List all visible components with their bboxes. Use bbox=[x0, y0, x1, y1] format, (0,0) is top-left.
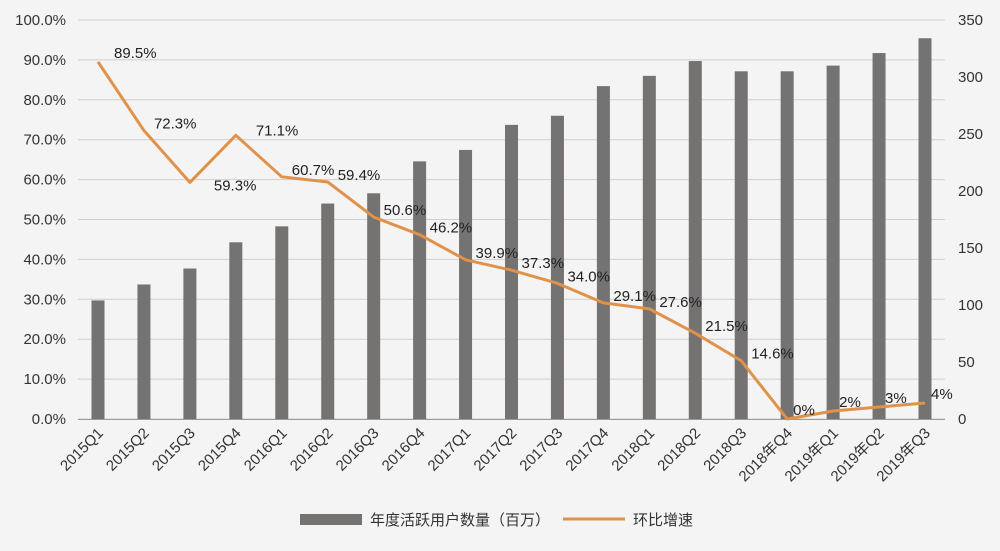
y-right-tick-label: 350 bbox=[958, 12, 983, 29]
data-label: 34.0% bbox=[567, 268, 610, 285]
data-label: 59.4% bbox=[338, 167, 381, 184]
legend: 年度活跃用户数量（百万） 环比增速 bbox=[300, 512, 693, 529]
y-left-tick-label: 40.0% bbox=[23, 251, 66, 268]
bar bbox=[918, 38, 932, 420]
data-label: 21.5% bbox=[705, 318, 748, 335]
y-left-tick-label: 80.0% bbox=[23, 92, 66, 109]
y-left-tick-label: 20.0% bbox=[23, 331, 66, 348]
data-label: 89.5% bbox=[114, 45, 157, 62]
data-label: 14.6% bbox=[751, 346, 794, 363]
y-left-tick-label: 90.0% bbox=[23, 52, 66, 69]
y-right-tick-label: 250 bbox=[958, 126, 983, 143]
bar bbox=[413, 161, 427, 420]
data-label: 50.6% bbox=[384, 202, 427, 219]
line-path bbox=[96, 61, 926, 421]
x-tick-label: 2017Q3 bbox=[516, 425, 566, 475]
y-left-tick-label: 0.0% bbox=[32, 411, 66, 428]
x-tick-label: 2015Q2 bbox=[103, 425, 153, 475]
bar bbox=[275, 226, 289, 419]
x-tick-label: 2016Q4 bbox=[379, 425, 429, 475]
bar bbox=[642, 75, 656, 420]
data-label: 59.3% bbox=[214, 177, 257, 194]
x-tick-label: 2015Q4 bbox=[195, 425, 245, 475]
bar bbox=[550, 115, 564, 419]
y-left-tick-label: 70.0% bbox=[23, 132, 66, 149]
data-label: 3% bbox=[885, 390, 907, 407]
data-label: 29.1% bbox=[613, 288, 656, 305]
y-left-tick-label: 60.0% bbox=[23, 172, 66, 189]
data-label: 0% bbox=[793, 402, 815, 419]
x-tick-label: 2017Q2 bbox=[471, 425, 521, 475]
data-label: 72.3% bbox=[154, 116, 197, 133]
bar bbox=[688, 61, 702, 419]
y-left-tick-label: 10.0% bbox=[23, 371, 66, 388]
legend-label-line: 环比增速 bbox=[633, 512, 693, 529]
data-label: 37.3% bbox=[522, 255, 565, 272]
y-right-tick-label: 300 bbox=[958, 69, 983, 86]
x-tick-label: 2017Q1 bbox=[425, 425, 475, 475]
bar bbox=[183, 268, 197, 419]
bar bbox=[505, 124, 518, 419]
bar bbox=[734, 71, 748, 420]
line-series bbox=[96, 61, 926, 421]
data-label: 27.6% bbox=[659, 294, 702, 311]
x-tick-label: 2018Q1 bbox=[608, 425, 658, 475]
bar bbox=[321, 203, 335, 419]
y-right-tick-label: 150 bbox=[958, 240, 983, 257]
x-tick-label: 2016Q2 bbox=[287, 425, 337, 475]
data-label: 39.9% bbox=[476, 245, 519, 262]
bar bbox=[826, 65, 840, 419]
legend-label-bar: 年度活跃用户数量（百万） bbox=[370, 512, 550, 529]
y-right-tick-label: 0 bbox=[958, 411, 966, 428]
data-label: 46.2% bbox=[430, 220, 473, 237]
x-tick-label: 2017Q4 bbox=[562, 425, 612, 475]
data-label: 60.7% bbox=[292, 162, 335, 179]
data-label: 71.1% bbox=[256, 122, 299, 139]
data-labels: 89.5% 72.3% 59.3% 71.1% 60.7% 59.4% 50.6%46.2%… bbox=[114, 45, 953, 419]
bar bbox=[229, 242, 243, 419]
y-left-tick-label: 50.0% bbox=[23, 212, 66, 229]
x-tick-label: 2016Q3 bbox=[333, 425, 383, 475]
y-left-tick-label: 30.0% bbox=[23, 291, 66, 308]
y-left-tick-label: 100.0% bbox=[15, 12, 66, 29]
bar bbox=[459, 149, 473, 419]
y-right-tick-label: 100 bbox=[958, 297, 983, 314]
bar bbox=[596, 86, 610, 420]
x-tick-label: 2015Q1 bbox=[57, 425, 107, 475]
y-right-tick-label: 200 bbox=[958, 183, 983, 200]
y-right-tick-label: 50 bbox=[958, 354, 975, 371]
bar bbox=[91, 300, 105, 419]
bar bbox=[872, 53, 886, 420]
bar bbox=[780, 71, 794, 420]
bar bbox=[137, 284, 151, 419]
bar bbox=[367, 193, 381, 419]
x-tick-label: 2015Q3 bbox=[149, 425, 199, 475]
bar-series bbox=[91, 38, 932, 420]
x-tick-label: 2016Q1 bbox=[241, 425, 291, 475]
data-label: 4% bbox=[931, 386, 953, 403]
data-label: 2% bbox=[839, 394, 861, 411]
x-tick-label: 2018Q2 bbox=[654, 425, 704, 475]
legend-swatch-bar bbox=[300, 514, 362, 525]
